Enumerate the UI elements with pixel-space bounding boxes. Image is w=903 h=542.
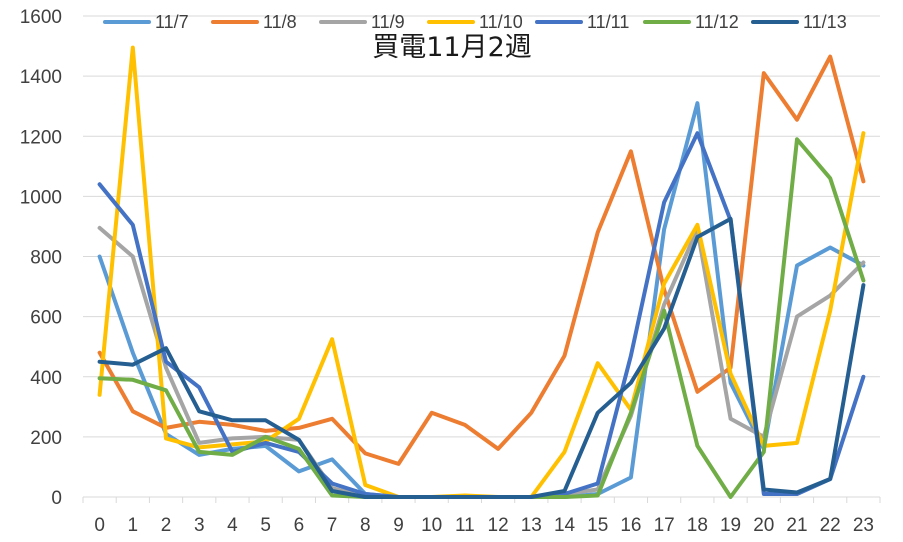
x-tick-label: 17 [654,515,675,536]
legend-label: 11/9 [371,12,405,32]
legend-item: 11/9 [319,12,405,32]
x-tick-label: 5 [260,515,271,536]
legend-label: 11/13 [803,12,847,32]
y-tick-label: 800 [30,248,62,269]
legend-item: 11/8 [211,12,297,32]
x-tick-label: 10 [421,515,442,536]
legend-label: 11/7 [155,12,189,32]
y-tick-label: 400 [30,368,62,389]
x-tick-label: 9 [393,515,404,536]
x-tick-label: 22 [820,515,841,536]
x-tick-label: 20 [753,515,774,536]
legend-item: 11/13 [751,12,847,32]
x-axis-ticks: 0 1 2 3 4 5 6 7 8 9 10 11 12 13 14 15 16 17 18 19 20 21 22 23 [82,497,881,536]
gridlines [83,15,880,498]
x-tick-label: 21 [786,515,807,536]
x-tick-label: 1 [128,515,139,536]
series-lines [97,45,866,499]
x-tick-label: 14 [554,515,576,536]
legend-item: 11/11 [535,12,629,32]
legend-item: 11/12 [643,12,739,32]
y-tick-label: 600 [30,308,62,329]
legend-item: 11/7 [103,12,189,32]
x-tick-label: 3 [194,515,205,536]
legend-label: 11/10 [479,12,523,32]
x-tick-label: 8 [360,515,371,536]
chart-title: 買電11月2週 [372,32,532,63]
x-tick-label: 7 [327,515,338,536]
y-axis-ticks: 0 200 400 600 800 1000 1200 1400 1600 [20,7,62,509]
x-tick-label: 4 [227,515,238,536]
y-tick-label: 200 [30,428,62,449]
y-tick-label: 1000 [20,187,62,208]
x-tick-label: 18 [687,515,708,536]
x-tick-label: 12 [488,515,509,536]
x-tick-label: 19 [720,515,741,536]
x-tick-label: 15 [587,515,608,536]
legend-label: 11/11 [587,12,629,32]
y-tick-label: 1400 [20,67,62,88]
x-tick-label: 16 [620,515,641,536]
series-line-11-13 [97,216,866,499]
x-tick-label: 23 [853,515,874,536]
y-tick-label: 1200 [20,127,62,148]
legend-label: 11/8 [263,12,297,32]
series-line-11-8 [97,54,866,466]
legend: 11/7 11/8 11/9 11/10 11/11 11/12 11/13 [103,12,847,32]
x-tick-label: 11 [455,515,475,536]
x-tick-label: 13 [521,515,542,536]
y-tick-label: 0 [51,488,62,509]
legend-label: 11/12 [695,12,739,32]
x-tick-label: 0 [94,515,105,536]
legend-item: 11/10 [427,12,523,32]
x-tick-label: 6 [294,515,305,536]
y-tick-label: 1600 [20,7,62,28]
x-tick-label: 2 [161,515,172,536]
